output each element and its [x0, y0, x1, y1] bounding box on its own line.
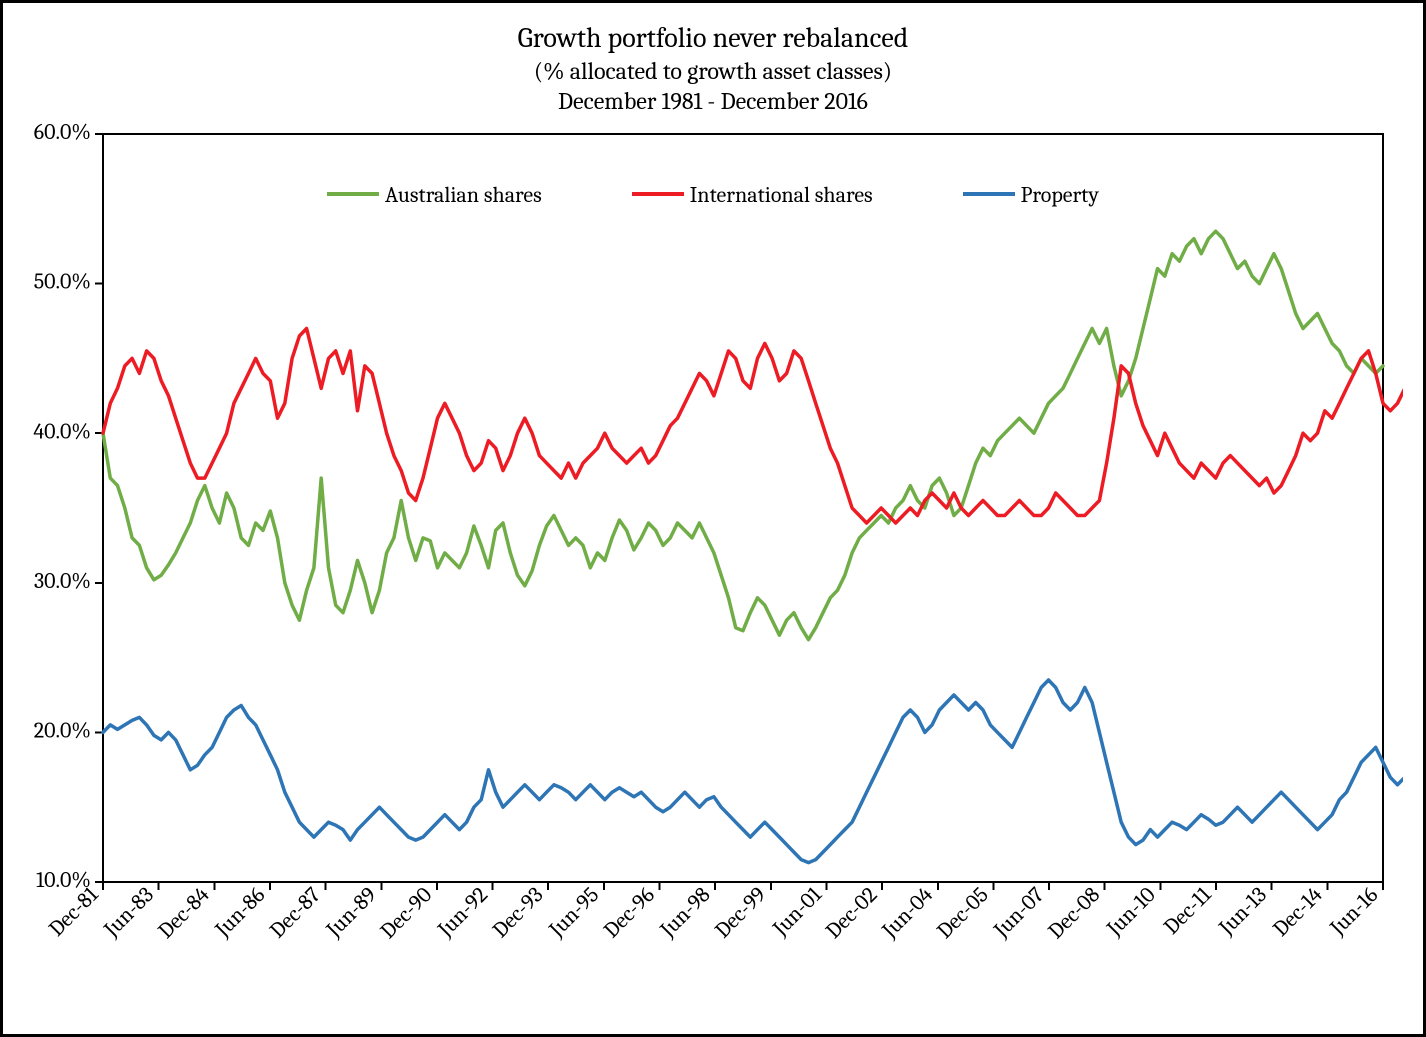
- legend-label: Property: [1021, 182, 1099, 208]
- x-tick-label: Jun-83: [98, 882, 159, 943]
- x-tick-label: Jun-04: [876, 882, 938, 944]
- plot-border: [103, 134, 1383, 882]
- x-tick-label: Dec-84: [153, 882, 215, 944]
- y-tick-label: 50.0%: [34, 269, 91, 295]
- x-tick-label: Jun-13: [1213, 882, 1272, 941]
- y-tick-label: 40.0%: [33, 418, 91, 444]
- chart-subtitle-2: December 1981 - December 2016: [23, 86, 1403, 116]
- x-tick-label: Jun-98: [654, 882, 715, 943]
- legend-swatch: [963, 192, 1015, 196]
- x-tick-label: Dec-93: [487, 882, 548, 943]
- chart-frame: Growth portfolio never rebalanced (% all…: [0, 0, 1426, 1037]
- chart-legend: Australian shares International shares Pro…: [23, 182, 1403, 208]
- x-tick-label: Dec-90: [375, 882, 437, 944]
- legend-label: International shares: [690, 182, 873, 208]
- x-tick-label: Jun-89: [320, 882, 381, 943]
- legend-item: Australian shares: [327, 182, 542, 208]
- x-tick-label: Jun-01: [767, 881, 828, 942]
- y-tick-label: 20.0%: [34, 718, 91, 744]
- x-tick-label: Dec-02: [820, 882, 882, 944]
- series-property: [103, 680, 1403, 863]
- legend-swatch: [632, 192, 684, 196]
- chart-subtitle-1: (% allocated to growth asset classes): [23, 56, 1403, 86]
- x-tick-label: Dec-11: [1158, 881, 1217, 940]
- x-tick-label: Jun-86: [209, 882, 270, 943]
- x-tick-label: Jun-16: [1324, 882, 1383, 941]
- x-tick-label: Jun-07: [988, 882, 1049, 943]
- y-tick-label: 60.0%: [34, 122, 91, 145]
- x-tick-label: Dec-14: [1268, 882, 1328, 942]
- legend-label: Australian shares: [385, 182, 542, 208]
- legend-item: International shares: [632, 182, 873, 208]
- x-tick-label: Dec-99: [710, 882, 772, 944]
- x-tick-label: Dec-05: [932, 882, 994, 944]
- x-tick-label: Jun-92: [432, 882, 493, 943]
- x-tick-label: Dec-08: [1043, 882, 1105, 944]
- chart-svg: 10.0%20.0%30.0%40.0%50.0%60.0%Dec-81Jun-…: [23, 122, 1403, 1002]
- x-tick-label: Jun-10: [1101, 882, 1161, 942]
- chart-title-block: Growth portfolio never rebalanced (% all…: [23, 21, 1403, 116]
- chart-title: Growth portfolio never rebalanced: [23, 21, 1403, 56]
- series-australian-shares: [103, 231, 1383, 639]
- legend-item: Property: [963, 182, 1099, 208]
- x-tick-label: Dec-87: [264, 882, 325, 943]
- x-tick-label: Dec-96: [598, 882, 659, 943]
- series-international-shares: [103, 329, 1403, 524]
- legend-swatch: [327, 192, 379, 196]
- x-tick-label: Jun-95: [543, 882, 604, 943]
- plot-area: 10.0%20.0%30.0%40.0%50.0%60.0%Dec-81Jun-…: [23, 122, 1403, 1002]
- y-tick-label: 30.0%: [34, 568, 91, 594]
